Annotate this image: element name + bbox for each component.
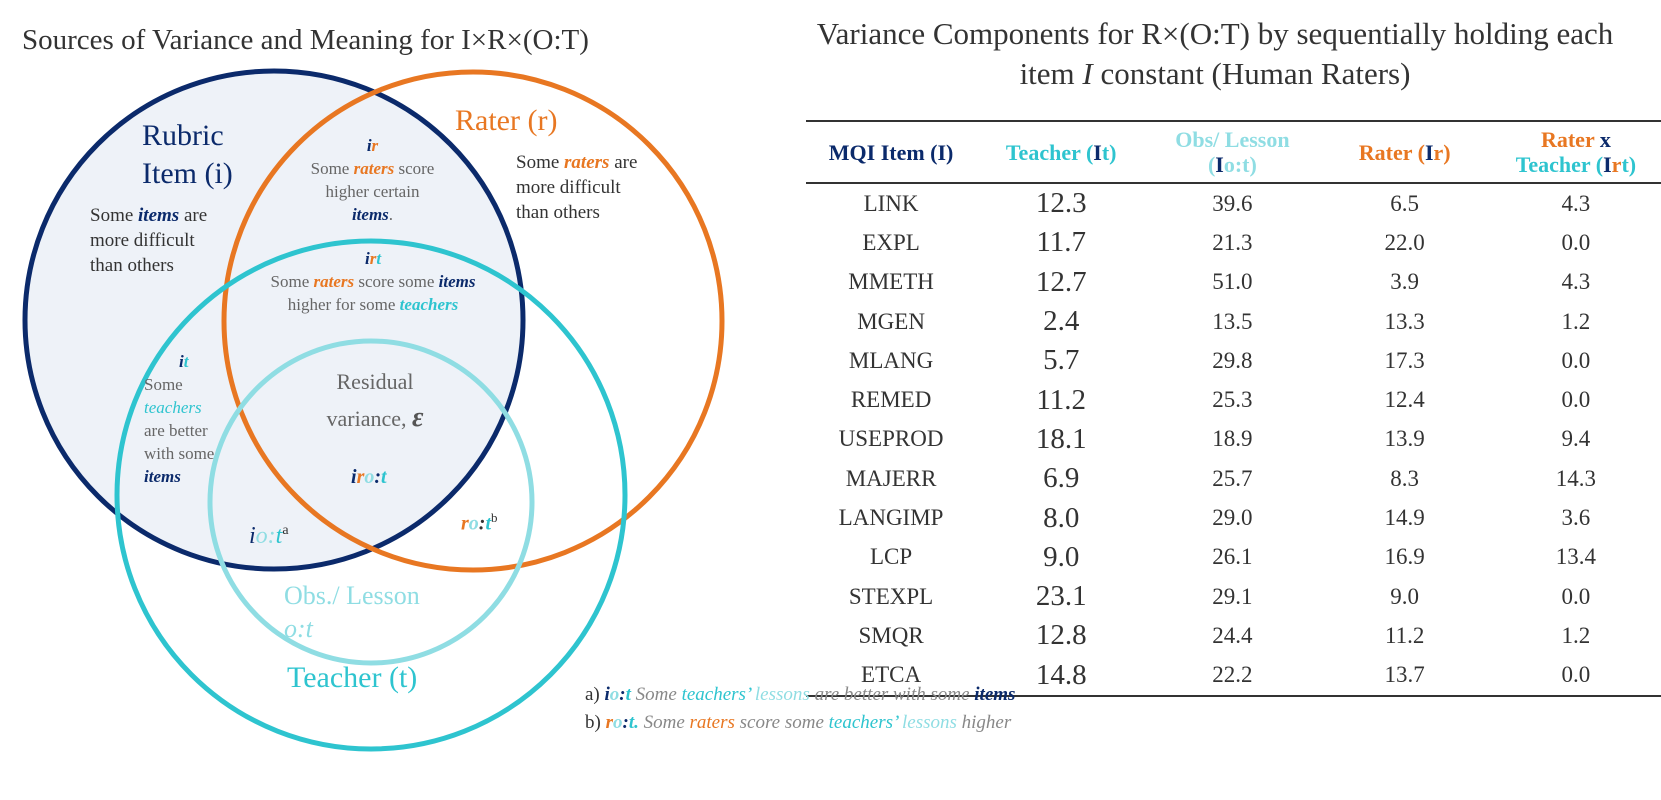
table-row: USEPROD 18.1 18.9 13.9 9.4 [806,420,1661,459]
cell-rater: 22.0 [1319,223,1491,262]
cell-rater-x-teacher: 1.2 [1491,302,1661,341]
cell-rater-x-teacher: 4.3 [1491,183,1661,223]
residual-label: Residual variance, ε [310,364,440,437]
header-mqi-item: MQI Item (I) [806,121,976,183]
cell-obs-lesson: 29.8 [1146,341,1318,380]
cell-item: MLANG [806,341,976,380]
cell-teacher: 8.0 [976,498,1146,537]
table-row: MLANG 5.7 29.8 17.3 0.0 [806,341,1661,380]
cell-teacher: 6.9 [976,459,1146,498]
cell-obs-lesson: 26.1 [1146,538,1318,577]
cell-teacher: 9.0 [976,538,1146,577]
cell-item: LCP [806,538,976,577]
obs-lesson-label: Obs./ Lesson o:t [284,579,420,645]
cell-rater: 17.3 [1319,341,1491,380]
table-row: EXPL 11.7 21.3 22.0 0.0 [806,223,1661,262]
header-rater: Rater (Ir) [1319,121,1491,183]
table-row: STEXPL 23.1 29.1 9.0 0.0 [806,577,1661,616]
cell-item: LANGIMP [806,498,976,537]
cell-teacher: 5.7 [976,341,1146,380]
rater-label: Rater (r) [455,104,557,138]
cell-rater: 13.7 [1319,656,1491,696]
table-row: MGEN 2.4 13.5 13.3 1.2 [806,302,1661,341]
cell-teacher: 12.7 [976,263,1146,302]
table-row: LCP 9.0 26.1 16.9 13.4 [806,538,1661,577]
cell-teacher: 11.7 [976,223,1146,262]
cell-rater-x-teacher: 3.6 [1491,498,1661,537]
variance-table: MQI Item (I) Teacher (It) Obs/ Lesson (Io… [806,120,1661,697]
cell-item: USEPROD [806,420,976,459]
cell-obs-lesson: 51.0 [1146,263,1318,302]
cell-item: EXPL [806,223,976,262]
rot-label: ro:tb [461,510,498,536]
table-row: LINK 12.3 39.6 6.5 4.3 [806,183,1661,223]
cell-rater: 11.2 [1319,616,1491,655]
table-row: MMETH 12.7 51.0 3.9 4.3 [806,263,1661,302]
cell-teacher: 11.2 [976,380,1146,419]
cell-rater-x-teacher: 0.0 [1491,656,1661,696]
footnote-a: a) io:t Some teachers’ lessons are bette… [585,684,1015,706]
cell-obs-lesson: 39.6 [1146,183,1318,223]
cell-obs-lesson: 13.5 [1146,302,1318,341]
cell-obs-lesson: 25.3 [1146,380,1318,419]
cell-rater: 14.9 [1319,498,1491,537]
table-header-row: MQI Item (I) Teacher (It) Obs/ Lesson (Io… [806,121,1661,183]
table-row: LANGIMP 8.0 29.0 14.9 3.6 [806,498,1661,537]
cell-rater-x-teacher: 0.0 [1491,380,1661,419]
table-row: REMED 11.2 25.3 12.4 0.0 [806,380,1661,419]
cell-teacher: 12.8 [976,616,1146,655]
cell-rater: 3.9 [1319,263,1491,302]
cell-item: REMED [806,380,976,419]
cell-obs-lesson: 25.7 [1146,459,1318,498]
cell-item: SMQR [806,616,976,655]
cell-item: LINK [806,183,976,223]
cell-obs-lesson: 22.2 [1146,656,1318,696]
table-row: MAJERR 6.9 25.7 8.3 14.3 [806,459,1661,498]
cell-rater-x-teacher: 0.0 [1491,341,1661,380]
irot-label: iro:t [351,466,387,489]
it-region-label: it Some teachers are better with some it… [144,350,214,488]
rater-description: Some raters are more difficult than othe… [516,150,637,225]
cell-rater-x-teacher: 14.3 [1491,459,1661,498]
table-row: SMQR 12.8 24.4 11.2 1.2 [806,616,1661,655]
rubric-item-description: Some items are more difficult than other… [90,203,207,278]
iot-label: io:ta [249,523,289,550]
cell-rater: 16.9 [1319,538,1491,577]
cell-teacher: 2.4 [976,302,1146,341]
teacher-label: Teacher (t) [287,661,417,695]
cell-item: MAJERR [806,459,976,498]
irt-region-label: irt Some raters score some items higher … [248,247,498,316]
cell-rater: 6.5 [1319,183,1491,223]
header-obs-lesson: Obs/ Lesson (Io:t) [1146,121,1318,183]
cell-rater-x-teacher: 0.0 [1491,577,1661,616]
cell-rater-x-teacher: 9.4 [1491,420,1661,459]
cell-rater-x-teacher: 4.3 [1491,263,1661,302]
cell-rater-x-teacher: 1.2 [1491,616,1661,655]
ir-region-label: ir Some raters score higher certain item… [290,134,455,226]
cell-rater: 12.4 [1319,380,1491,419]
cell-rater-x-teacher: 13.4 [1491,538,1661,577]
header-teacher: Teacher (It) [976,121,1146,183]
cell-obs-lesson: 24.4 [1146,616,1318,655]
cell-teacher: 12.3 [976,183,1146,223]
cell-rater: 9.0 [1319,577,1491,616]
cell-item: MGEN [806,302,976,341]
cell-rater: 13.3 [1319,302,1491,341]
cell-rater: 13.9 [1319,420,1491,459]
cell-teacher: 18.1 [976,420,1146,459]
table-title: Variance Components for R×(O:T) by seque… [810,14,1620,94]
header-rater-x-teacher: Rater x Teacher (Irt) [1491,121,1661,183]
cell-item: MMETH [806,263,976,302]
cell-rater: 8.3 [1319,459,1491,498]
cell-obs-lesson: 18.9 [1146,420,1318,459]
cell-item: STEXPL [806,577,976,616]
cell-rater-x-teacher: 0.0 [1491,223,1661,262]
cell-obs-lesson: 29.1 [1146,577,1318,616]
footnote-b: b) ro:t. Some raters score some teachers… [585,712,1011,734]
cell-obs-lesson: 21.3 [1146,223,1318,262]
cell-obs-lesson: 29.0 [1146,498,1318,537]
cell-teacher: 23.1 [976,577,1146,616]
rubric-item-label: Rubric Item (i) [142,117,233,193]
